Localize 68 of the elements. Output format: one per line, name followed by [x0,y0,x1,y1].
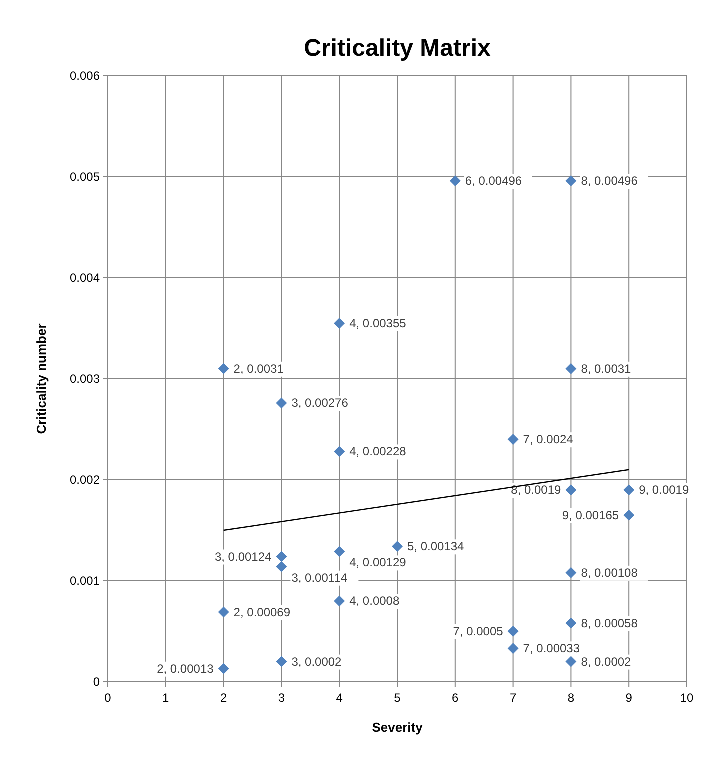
data-label: 7, 0.0024 [523,432,574,447]
x-tick-label: 1 [162,691,170,705]
y-tick-label: 0.002 [70,473,100,487]
point [566,656,577,668]
x-tick-label: 0 [104,691,112,705]
data-label: 8, 0.00108 [581,566,638,580]
point [508,643,519,654]
y-tick-label: 0.005 [70,170,100,184]
y-tick-label: 0 [93,675,100,689]
x-tick-label: 8 [568,691,575,705]
point [334,546,346,558]
point [508,626,519,637]
data-label: 5, 0.00134 [408,540,465,554]
data-label: 2, 0.00069 [234,605,291,620]
data-label: 4, 0.00129 [350,556,407,570]
point [392,541,403,552]
x-axis-title: Severity [372,720,424,735]
x-tick-label: 6 [452,691,460,705]
point [450,176,461,187]
data-label: 3, 0.00124 [214,550,272,564]
x-tick-label: 9 [626,691,633,705]
point [624,510,635,521]
data-label: 6, 0.00496 [465,174,522,188]
point [566,618,577,629]
x-tick-label: 10 [680,691,694,705]
data-label: 9, 0.0019 [639,483,690,498]
point [276,551,288,562]
data-label: 4, 0.00228 [350,444,407,459]
chart-title: Criticality Matrix [304,35,492,62]
data-label: 8, 0.00058 [581,616,638,630]
data-label: 2, 0.00013 [157,662,214,676]
data-label: 8, 0.00496 [581,174,638,188]
data-label: 3, 0.0002 [292,654,342,669]
data-label: 7, 0.0005 [453,624,504,638]
x-tick-label: 2 [220,691,228,705]
point [218,663,230,674]
y-tick-label: 0.001 [70,574,100,588]
point [218,363,230,374]
data-label: 7, 0.00033 [523,642,580,656]
x-tick-label: 3 [278,691,286,705]
data-label: 8, 0.0002 [581,654,632,669]
point [566,363,577,374]
y-tick-label: 0.004 [70,271,100,285]
point [276,656,288,668]
data-label: 4, 0.0008 [350,594,400,608]
x-tick-label: 7 [510,691,517,705]
data-label: 3, 0.00276 [292,396,349,410]
data-label: 2, 0.0031 [234,362,284,376]
x-tick-label: 5 [394,691,402,705]
point [334,596,346,607]
point [334,446,346,458]
point [508,434,519,446]
y-axis-title: Criticality number [34,324,49,434]
data-label: 3, 0.00114 [292,570,348,585]
data-label: 8, 0.0031 [581,362,632,376]
point [566,176,577,187]
y-tick-label: 0.003 [70,372,100,386]
point [566,484,577,496]
point [566,567,577,578]
point [276,398,288,409]
point [624,484,635,496]
data-label: 4, 0.00355 [350,316,407,330]
data-label: 9, 0.00165 [562,508,620,522]
point [276,561,288,572]
y-tick-label: 0.006 [70,69,100,83]
point [334,318,346,329]
x-tick-label: 4 [336,691,344,705]
point [218,606,230,618]
